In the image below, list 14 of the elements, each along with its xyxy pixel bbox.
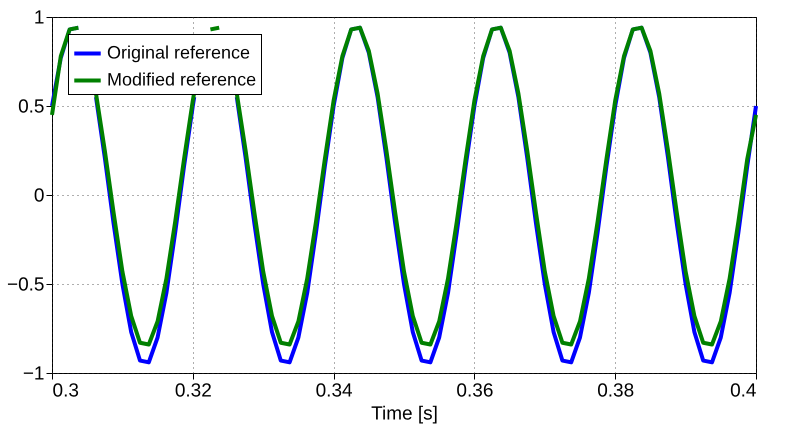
x-axis-title: Time [s]: [371, 404, 438, 424]
y-tick-label: 0.5: [18, 96, 44, 118]
y-tick-label: 0: [34, 186, 44, 206]
x-tick-label: 0.38: [597, 380, 634, 402]
x-tick-label: 0.34: [316, 380, 354, 402]
y-tick-label: 1: [34, 8, 44, 28]
legend-label: Modified reference: [107, 70, 256, 90]
x-tick-label: 0.36: [456, 380, 494, 402]
x-tick-label: 0.4: [730, 380, 757, 402]
x-tick-label: 0.32: [174, 380, 212, 402]
x-tick-label: 0.3: [52, 380, 79, 402]
y-tick-label: −0.5: [6, 274, 44, 296]
y-tick-label: −1: [22, 364, 44, 384]
legend-label: Original reference: [107, 42, 250, 62]
